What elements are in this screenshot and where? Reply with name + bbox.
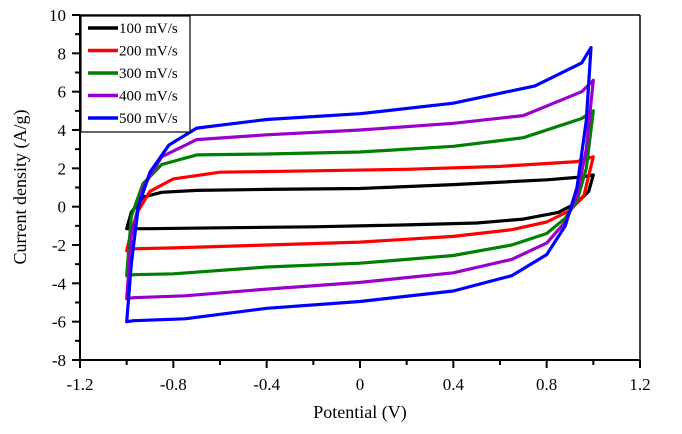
series-line-200-mv-s xyxy=(125,155,595,253)
y-axis-title: Current density (A/g) xyxy=(10,110,31,265)
series-line-400-mv-s xyxy=(125,78,595,301)
x-axis-title: Potential (V) xyxy=(313,402,406,423)
legend-label: 500 mV/s xyxy=(119,111,178,127)
y-tick-label: -2 xyxy=(52,236,66,255)
x-tick-label: -0.4 xyxy=(253,375,280,394)
legend-label: 200 mV/s xyxy=(119,44,178,60)
x-tick-label: 1.2 xyxy=(629,375,650,394)
y-tick-label: -8 xyxy=(52,351,66,370)
axis-ticks: -1.2 -0.8 -0.4 0 0.4 0.8 1.2 -8 -6 -4 -2 0 2 4 6 8 10 xyxy=(49,6,651,394)
y-tick-label: 2 xyxy=(58,159,67,178)
series-group xyxy=(125,46,595,324)
y-tick-label: 8 xyxy=(58,44,67,63)
legend-label: 300 mV/s xyxy=(119,66,178,82)
y-tick-label: 4 xyxy=(58,121,67,140)
x-tick-label: -0.8 xyxy=(160,375,187,394)
y-tick-label: 10 xyxy=(49,6,66,25)
x-tick-label: 0.8 xyxy=(536,375,557,394)
y-tick-label: 0 xyxy=(58,198,67,217)
y-tick-label: -6 xyxy=(52,313,66,332)
y-tick-label: 6 xyxy=(58,83,67,102)
y-tick-label: -4 xyxy=(52,274,67,293)
series-line-300-mv-s xyxy=(125,109,595,278)
legend: 100 mV/s 200 mV/s 300 mV/s 400 mV/s 500 mV/s xyxy=(80,15,191,133)
x-tick-label: 0.4 xyxy=(443,375,465,394)
series-line-500-mv-s xyxy=(125,46,593,324)
x-tick-label: -1.2 xyxy=(67,375,94,394)
x-tick-label: 0 xyxy=(356,375,365,394)
legend-label: 100 mV/s xyxy=(119,21,178,37)
series-line-100-mv-s xyxy=(125,173,595,231)
legend-label: 400 mV/s xyxy=(119,89,178,105)
